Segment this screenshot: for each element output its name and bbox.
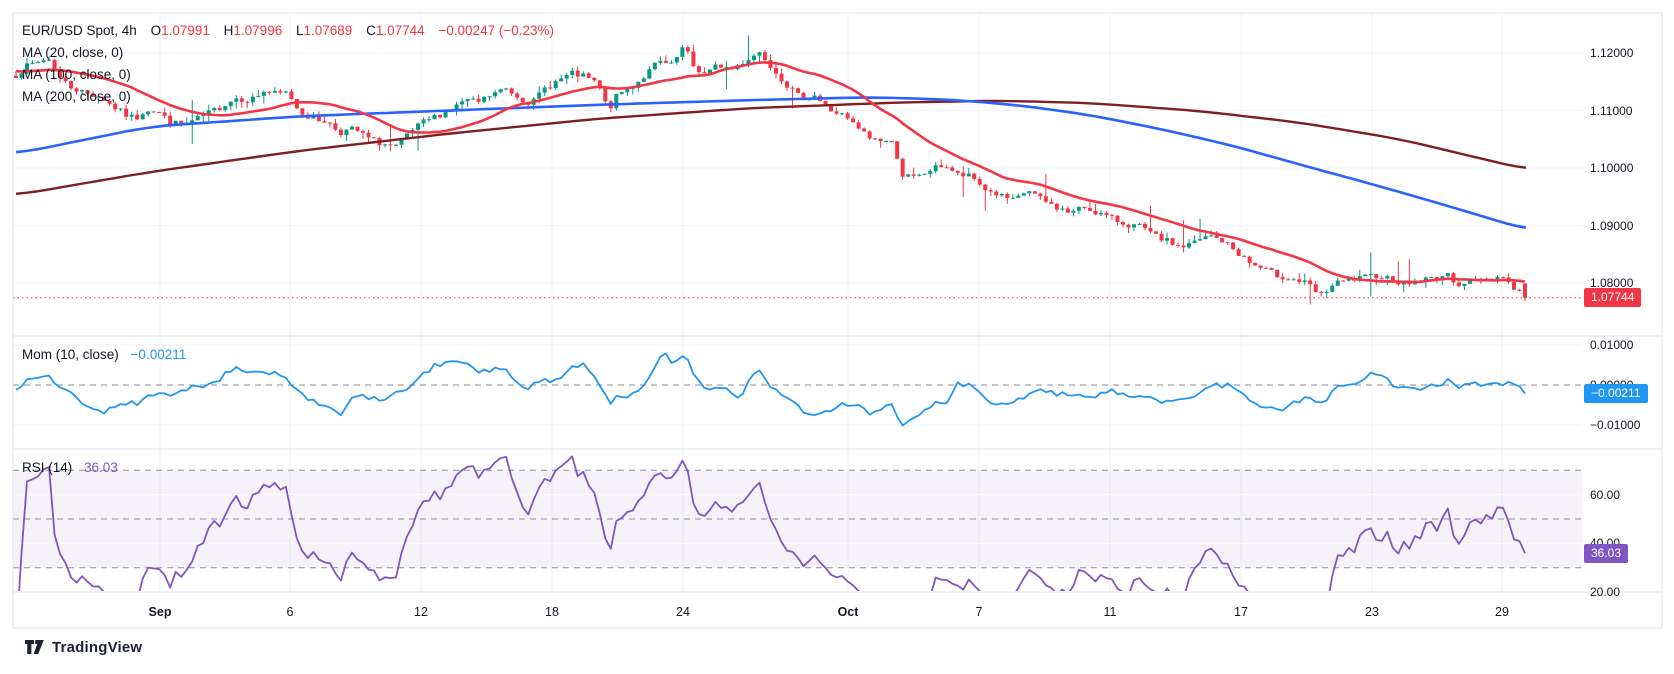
ohlc-open-label: O <box>150 23 162 38</box>
time-axis-label: 23 <box>1365 605 1379 619</box>
rsi-legend[interactable]: RSI (14) 36.03 <box>22 460 118 475</box>
price-axis-label: 1.10000 <box>1590 161 1634 175</box>
rsi-value: 36.03 <box>84 460 118 475</box>
time-axis-label: Oct <box>837 605 859 619</box>
time-axis-label: 17 <box>1234 605 1248 619</box>
tradingview-logo-text: TradingView <box>52 639 143 656</box>
time-axis-label: 6 <box>286 605 294 619</box>
price-badge: 1.07744 <box>1584 288 1642 308</box>
ma100-label: MA (100, close, 0) <box>22 67 131 82</box>
rsi-axis-label: 60.00 <box>1590 487 1621 502</box>
ma20-label: MA (20, close, 0) <box>22 45 124 60</box>
momentum-badge: −0.00211 <box>1584 383 1648 403</box>
momentum-axis-label: −0.01000 <box>1590 418 1641 432</box>
price-axis-label: 1.11000 <box>1590 103 1633 118</box>
time-axis-label: 7 <box>975 605 983 619</box>
price-axis-label: 1.08000 <box>1590 276 1634 290</box>
price-axis[interactable]: 1.12000 1.11000 1.10000 1.09000 1.08000 0.010… <box>1582 13 1662 628</box>
time-axis-label: 29 <box>1495 605 1509 619</box>
price-axis-label: 1.12000 <box>1590 46 1634 60</box>
tradingview-logo[interactable]: TradingView <box>24 638 142 657</box>
time-axis-label: 11 <box>1103 605 1117 619</box>
ohlc-open-value: 1.07991 <box>161 23 210 38</box>
rsi-axis-label: 20.00 <box>1590 585 1621 600</box>
momentum-value: −0.00211 <box>130 347 187 362</box>
time-axis-label: 18 <box>545 605 559 619</box>
ohlc-low-label: L <box>295 23 304 38</box>
tradingview-logo-icon <box>25 640 44 654</box>
main-legend: EUR/USD Spot, 4h O1.07991 H1.07996 L1.07… <box>22 20 554 108</box>
momentum-axis-label: 0.01000 <box>1590 338 1634 352</box>
rsi-label: RSI (14) <box>22 460 73 475</box>
legend-ma20[interactable]: MA (20, close, 0) <box>22 42 554 64</box>
legend-symbol-row[interactable]: EUR/USD Spot, 4h O1.07991 H1.07996 L1.07… <box>22 20 554 42</box>
legend-ma200[interactable]: MA (200, close, 0) <box>22 86 554 108</box>
symbol-title: EUR/USD Spot, 4h <box>22 23 137 38</box>
legend-ma100[interactable]: MA (100, close, 0) <box>22 64 554 86</box>
ohlc-high-label: H <box>223 23 234 38</box>
ma200-label: MA (200, close, 0) <box>22 89 131 104</box>
time-axis-label: 12 <box>414 605 428 619</box>
ohlc-close-value: 1.07744 <box>375 23 425 38</box>
time-axis-label: Sep <box>148 605 172 619</box>
ohlc-low-value: 1.07689 <box>303 23 353 38</box>
rsi-badge: 36.03 <box>1584 543 1629 563</box>
time-axis-label: 24 <box>676 605 690 619</box>
price-axis-label: 1.09000 <box>1590 218 1634 233</box>
ohlc-close-label: C <box>366 23 376 38</box>
time-axis[interactable]: Sep 6 12 18 24 Oct 7 11 17 23 29 <box>13 593 1662 628</box>
ohlc-high-value: 1.07996 <box>233 23 283 38</box>
momentum-legend[interactable]: Mom (10, close) −0.00211 <box>22 347 186 362</box>
change-value: −0.00247 (−0.23%) <box>438 23 554 38</box>
momentum-label: Mom (10, close) <box>22 347 119 362</box>
